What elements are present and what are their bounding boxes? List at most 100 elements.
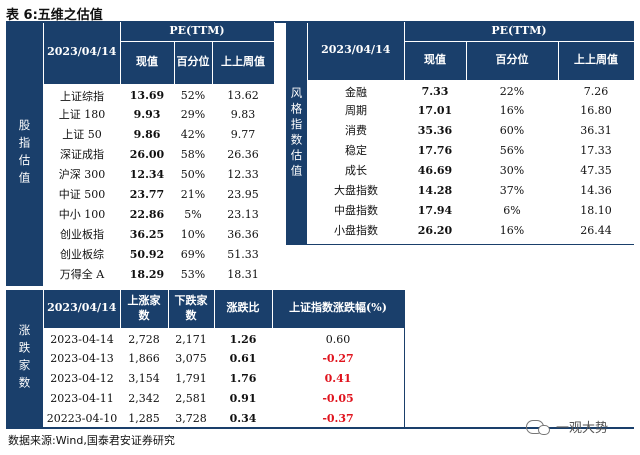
table-row: 20223-04-10 1,285 3,728 0.34 -0.37	[44, 408, 404, 428]
row-percentile: 22%	[499, 85, 525, 99]
style-valuation-table: 2023/04/14 PE(TTM) 现值 百分位 上上周值 金融 7.33 22%…	[308, 22, 635, 240]
table-row: 消费 35.36 60% 36.31	[308, 120, 634, 140]
left-col-value: 现值	[120, 41, 175, 85]
row-value: 22.86	[129, 207, 165, 221]
advance-decline-table: 2023/04/14 上涨家数 下跌家数 涨跌比 上证指数涨跌幅(%) 2023…	[44, 290, 405, 428]
row-name: 大盘指数	[334, 184, 378, 197]
table-row: 2023-04-12 3,154 1,791 1.76 0.41	[44, 368, 404, 388]
left-date-header: 2023/04/14	[44, 22, 121, 85]
left-col-prev: 上上周值	[212, 41, 275, 85]
row-prev-value: 36.31	[580, 123, 612, 137]
row-value: 12.34	[129, 167, 165, 181]
table-row: 中证 500 23.77 21% 23.95	[44, 184, 274, 204]
data-source-note: 数据来源:Wind,国泰君安证券研究	[8, 434, 175, 447]
row-name: 中证 500	[58, 188, 106, 201]
row-value: 50.92	[129, 247, 165, 261]
table-row: 创业板指 36.25 10% 36.36	[44, 224, 274, 244]
row-prev-value: 9.77	[230, 127, 256, 141]
bottom-col-ratio: 涨跌比	[214, 290, 273, 329]
row-name: 金融	[345, 85, 367, 99]
row-value: 35.36	[417, 123, 453, 137]
table-row: 上证综指 13.69 52% 13.62	[44, 84, 274, 104]
row-prev-value: 18.31	[227, 267, 259, 281]
row-up-count: 3,154	[128, 371, 160, 385]
row-name: 万得全 A	[59, 268, 105, 281]
row-ratio: 0.91	[229, 391, 257, 405]
row-value: 17.94	[417, 203, 453, 217]
row-index-change: -0.27	[322, 351, 354, 365]
row-prev-value: 14.36	[580, 183, 612, 197]
row-percentile: 37%	[499, 183, 525, 197]
row-prev-value: 18.10	[580, 203, 612, 217]
table-row: 2023-04-14 2,728 2,171 1.26 0.60	[44, 328, 404, 348]
row-percentile: 58%	[180, 147, 206, 161]
row-date: 2023-04-13	[50, 351, 114, 365]
row-value: 26.20	[417, 223, 453, 237]
row-value: 7.33	[421, 85, 449, 99]
row-percentile: 53%	[180, 267, 206, 281]
row-index-change: -0.05	[322, 391, 354, 405]
row-value: 9.93	[133, 107, 161, 121]
row-name: 消费	[345, 124, 367, 137]
row-name: 上证综指	[60, 89, 104, 103]
row-down-count: 2,581	[175, 391, 207, 405]
row-value: 36.25	[129, 227, 165, 241]
row-prev-value: 13.62	[227, 89, 259, 103]
row-prev-value: 16.80	[580, 103, 612, 117]
table-row: 周期 17.01 16% 16.80	[308, 100, 634, 120]
row-index-change: 0.41	[324, 371, 352, 385]
row-percentile: 5%	[184, 207, 202, 221]
row-prev-value: 26.44	[580, 223, 612, 237]
table-row: 创业板综 50.92 69% 51.33	[44, 244, 274, 264]
bottom-side-label: 涨跌家数	[6, 290, 43, 427]
table-row: 中小 100 22.86 5% 23.13	[44, 204, 274, 224]
bottom-col-down: 下跌家数	[168, 290, 215, 329]
row-prev-value: 51.33	[227, 247, 259, 261]
table-row: 深证成指 26.00 58% 26.36	[44, 144, 274, 164]
row-ratio: 0.61	[229, 351, 257, 365]
row-percentile: 42%	[180, 127, 206, 141]
row-percentile: 60%	[499, 123, 525, 137]
row-name: 上证 50	[62, 128, 102, 141]
row-down-count: 3,075	[175, 351, 207, 365]
table-row: 万得全 A 18.29 53% 18.31	[44, 264, 274, 284]
watermark: 一观大势	[526, 417, 608, 436]
row-down-count: 3,728	[175, 411, 207, 425]
right-bottom-line	[286, 244, 634, 245]
row-value: 14.28	[417, 183, 453, 197]
watermark-text: 一观大势	[556, 421, 609, 436]
row-name: 上证 180	[58, 108, 106, 121]
table-row: 成长 46.69 30% 47.35	[308, 160, 634, 180]
left-group-header: PE(TTM)	[120, 22, 275, 42]
row-prev-value: 26.36	[227, 147, 259, 161]
row-date: 2023-04-12	[50, 371, 114, 385]
row-index-change: -0.37	[322, 411, 354, 425]
row-prev-value: 23.13	[227, 207, 259, 221]
row-name: 小盘指数	[334, 224, 378, 237]
row-value: 23.77	[129, 187, 165, 201]
row-up-count: 1,866	[128, 351, 160, 365]
row-name: 沪深 300	[58, 168, 106, 181]
table-row: 小盘指数 26.20 16% 26.44	[308, 220, 634, 240]
row-percentile: 29%	[180, 107, 206, 121]
right-col-pct: 百分位	[466, 41, 559, 81]
row-prev-value: 7.26	[583, 85, 609, 99]
row-date: 20223-04-10	[46, 411, 118, 425]
row-name: 创业板指	[60, 228, 104, 241]
row-name: 中小 100	[58, 208, 106, 221]
row-down-count: 1,791	[175, 371, 207, 385]
row-percentile: 50%	[180, 167, 206, 181]
row-value: 17.76	[417, 143, 453, 157]
row-down-count: 2,171	[175, 333, 207, 347]
row-index-change: 0.60	[325, 333, 351, 347]
row-name: 成长	[345, 164, 367, 177]
left-col-pct: 百分位	[174, 41, 213, 85]
row-up-count: 1,285	[128, 411, 160, 425]
bottom-date-header: 2023/04/14	[44, 290, 121, 329]
row-prev-value: 47.35	[580, 163, 612, 177]
table-row: 稳定 17.76 56% 17.33	[308, 140, 634, 160]
row-value: 26.00	[129, 147, 165, 161]
right-side-label: 风格指数估值	[286, 22, 307, 244]
table-row: 沪深 300 12.34 50% 12.33	[44, 164, 274, 184]
row-value: 9.86	[133, 127, 161, 141]
